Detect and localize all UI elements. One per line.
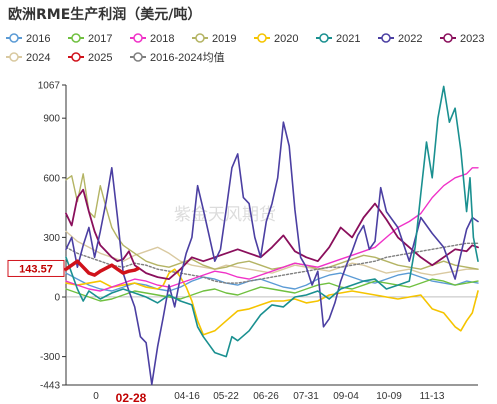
series-line-2024 <box>65 230 479 276</box>
legend-marker <box>71 33 81 43</box>
legend-label: 2020 <box>274 33 298 45</box>
y-tick-label: 1067 <box>38 81 61 92</box>
legend-marker <box>133 33 143 43</box>
legend-label: 2017 <box>88 33 112 45</box>
legend-marker <box>9 33 19 43</box>
x-tick-label: 06-26 <box>253 391 279 402</box>
legend-label: 2016 <box>26 33 50 45</box>
legend-item[interactable]: 2024 <box>6 52 50 64</box>
x-tick-label: 10-09 <box>376 391 402 402</box>
legend-marker <box>133 52 143 62</box>
legend-label: 2024 <box>26 52 50 64</box>
legend-label: 2022 <box>398 33 422 45</box>
series-line-2019 <box>65 173 479 270</box>
y-tick-label: 0 <box>54 292 60 303</box>
legend-item[interactable]: 2016 <box>6 33 50 45</box>
legend-item[interactable]: 2021 <box>316 33 360 45</box>
x-tick-label: 0 <box>93 391 99 402</box>
legend-label: 2025 <box>88 52 112 64</box>
series-line-2023 <box>65 188 479 280</box>
axes: 1067 900 600 300 0 -300 -443 0 02-28 04-16 05-22 06… <box>38 81 478 404</box>
legend-label: 2018 <box>150 33 174 45</box>
legend-marker <box>71 52 81 62</box>
legend-marker <box>257 33 267 43</box>
legend-marker <box>381 33 391 43</box>
x-tick-label: 11-13 <box>420 391 445 402</box>
legend-marker <box>319 33 329 43</box>
series-line-2020 <box>65 268 479 336</box>
legend-item[interactable]: 2016-2024均值 <box>130 51 225 64</box>
legend-label: 2019 <box>212 33 236 45</box>
series-line-2017 <box>65 278 479 302</box>
legend-item[interactable]: 2025 <box>68 52 112 64</box>
x-tick-label: 09-04 <box>333 391 359 402</box>
legend: 2016 2017 2018 2019 2020 2021 2022 2023 2024 2025… <box>6 33 484 64</box>
series-group <box>64 85 479 386</box>
legend-label: 2016-2024均值 <box>150 51 225 64</box>
legend-marker <box>195 33 205 43</box>
x-tick-label-highlight: 02-28 <box>116 391 147 404</box>
legend-label: 2021 <box>336 33 360 45</box>
x-tick-label: 07-31 <box>293 391 319 402</box>
legend-item[interactable]: 2020 <box>254 33 298 45</box>
y-tick-label: 900 <box>43 114 60 125</box>
legend-marker <box>9 52 19 62</box>
legend-item[interactable]: 2017 <box>68 33 112 45</box>
legend-item[interactable]: 2023 <box>440 33 484 45</box>
legend-label: 2023 <box>460 33 484 45</box>
legend-item[interactable]: 2022 <box>378 33 422 45</box>
legend-marker <box>443 33 453 43</box>
latest-value-label: 143.57 <box>19 263 53 275</box>
y-tick-label: 600 <box>43 173 60 184</box>
series-line-2025 <box>64 259 140 277</box>
latest-value-box <box>7 259 65 277</box>
y-tick-label: -443 <box>40 381 60 392</box>
x-tick-label: 04-16 <box>174 391 200 402</box>
chart-title: 欧洲RME生产利润（美元/吨） <box>8 6 201 23</box>
series-line-2022 <box>65 121 479 386</box>
latest-value-marker: 143.57 <box>7 259 65 277</box>
series-line-2021 <box>65 85 479 358</box>
legend-item[interactable]: 2019 <box>192 33 236 45</box>
legend-item[interactable]: 2018 <box>130 33 174 45</box>
x-tick-label: 05-22 <box>213 391 239 402</box>
y-tick-label: 300 <box>43 233 60 244</box>
y-tick-label: -300 <box>40 352 60 363</box>
